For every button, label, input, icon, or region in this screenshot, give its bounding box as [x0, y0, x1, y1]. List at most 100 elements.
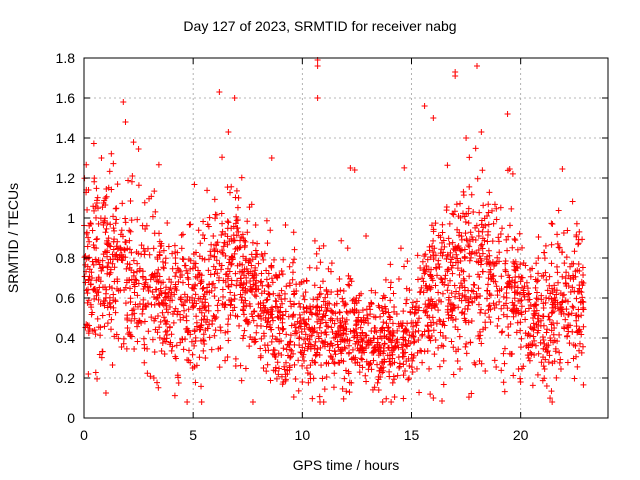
- data-point: [126, 227, 133, 234]
- data-point: [486, 302, 493, 309]
- data-point: [561, 324, 568, 331]
- data-point: [419, 359, 426, 366]
- data-point: [317, 344, 324, 351]
- data-point: [112, 252, 119, 259]
- data-point: [314, 311, 321, 318]
- data-point: [290, 288, 297, 295]
- data-point: [217, 324, 224, 331]
- data-point: [525, 291, 532, 298]
- data-point: [456, 246, 463, 253]
- data-point: [210, 280, 217, 287]
- data-point: [265, 290, 272, 297]
- data-point: [397, 245, 404, 252]
- data-point: [393, 311, 400, 318]
- data-point: [508, 351, 515, 358]
- data-point: [106, 168, 113, 175]
- data-point: [489, 207, 496, 214]
- data-point: [390, 333, 397, 340]
- data-point: [461, 255, 468, 262]
- data-point: [560, 291, 567, 298]
- data-point: [339, 315, 346, 322]
- data-point: [439, 290, 446, 297]
- data-point: [202, 355, 209, 362]
- data-point: [177, 311, 184, 318]
- data-point: [553, 374, 560, 381]
- data-point: [118, 344, 125, 351]
- data-point: [484, 238, 491, 245]
- data-point: [240, 332, 247, 339]
- data-point: [323, 288, 330, 295]
- data-point: [131, 315, 138, 322]
- data-point: [530, 320, 537, 327]
- data-point: [391, 376, 398, 383]
- data-point: [545, 313, 552, 320]
- data-point: [265, 347, 272, 354]
- data-point: [343, 308, 350, 315]
- data-point: [510, 313, 517, 320]
- data-point: [416, 315, 423, 322]
- outlier-point: [85, 371, 92, 377]
- data-point: [154, 313, 161, 320]
- data-point: [466, 154, 473, 161]
- data-point: [429, 243, 436, 250]
- data-point: [416, 389, 423, 396]
- data-point: [167, 304, 174, 311]
- data-point: [126, 264, 133, 271]
- data-point: [200, 293, 207, 300]
- data-point: [514, 265, 521, 272]
- data-point: [299, 354, 306, 361]
- data-point: [555, 279, 562, 286]
- data-point: [339, 336, 346, 343]
- data-point: [505, 233, 512, 240]
- data-point: [580, 304, 587, 311]
- data-point: [219, 247, 226, 254]
- data-point: [210, 312, 217, 319]
- data-point: [104, 249, 111, 256]
- data-point: [215, 345, 222, 352]
- data-point: [160, 314, 167, 321]
- data-point: [311, 342, 318, 349]
- data-point: [232, 194, 239, 201]
- data-point: [448, 312, 455, 319]
- data-point: [332, 351, 339, 358]
- data-point: [219, 286, 226, 293]
- data-point: [123, 265, 130, 272]
- data-point: [183, 326, 190, 333]
- data-point: [288, 322, 295, 329]
- data-point: [227, 301, 234, 308]
- data-point: [92, 287, 99, 294]
- data-point: [449, 317, 456, 324]
- data-point: [89, 309, 96, 316]
- data-point: [341, 318, 348, 325]
- data-point: [436, 363, 443, 370]
- data-point: [342, 345, 349, 352]
- data-point: [237, 282, 244, 289]
- data-point: [151, 188, 158, 195]
- data-point: [484, 287, 491, 294]
- data-point: [303, 305, 310, 312]
- data-point: [467, 229, 474, 236]
- data-point: [550, 331, 557, 338]
- data-point: [404, 258, 411, 265]
- data-point: [381, 333, 388, 340]
- data-point: [380, 310, 387, 317]
- data-point: [185, 357, 192, 364]
- data-point: [255, 301, 262, 308]
- data-point: [341, 375, 348, 382]
- data-point: [349, 346, 356, 353]
- data-point: [240, 311, 247, 318]
- data-point: [418, 348, 425, 355]
- data-point: [343, 388, 350, 395]
- outlier-point: [216, 89, 223, 95]
- data-point: [113, 243, 120, 250]
- data-point: [134, 260, 141, 267]
- data-point: [499, 225, 506, 232]
- data-point: [447, 277, 454, 284]
- data-point: [490, 272, 497, 279]
- data-point: [385, 324, 392, 331]
- data-point: [499, 328, 506, 335]
- data-point: [491, 201, 498, 208]
- data-point: [337, 348, 344, 355]
- data-point: [287, 338, 294, 345]
- data-point: [208, 346, 215, 353]
